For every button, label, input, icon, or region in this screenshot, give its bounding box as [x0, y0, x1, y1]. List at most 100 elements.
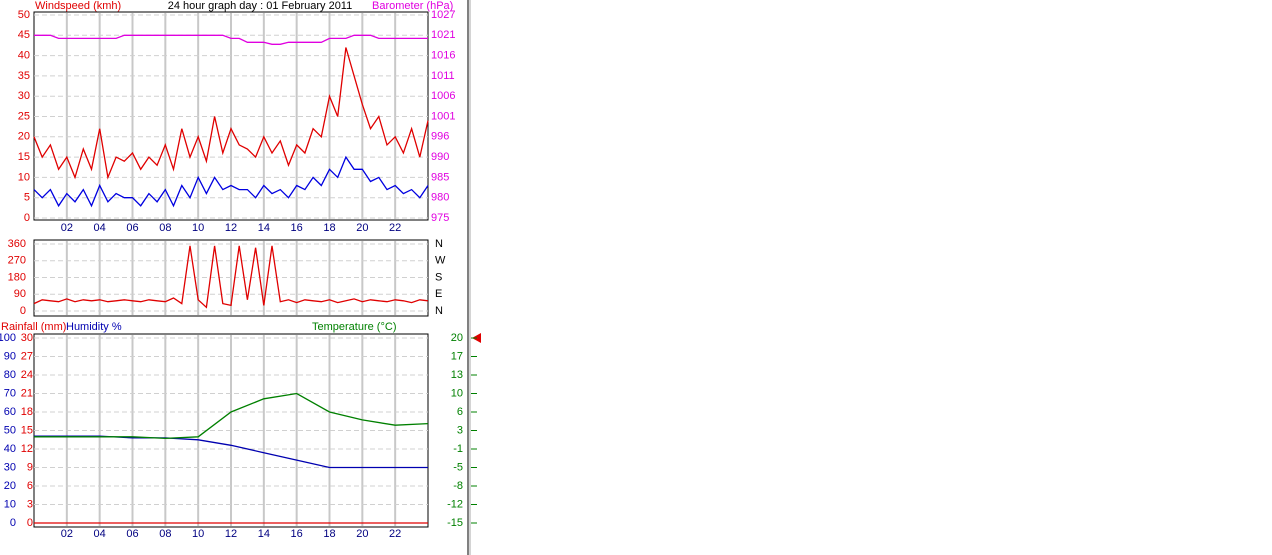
y-tick-label: 0 [27, 517, 33, 529]
y2-tick-label: 980 [431, 192, 449, 204]
series-line [34, 392, 429, 440]
y3-tick-label: 80 [4, 369, 16, 381]
y-tick-label: 90 [14, 288, 26, 300]
y-tick-label: 30 [21, 332, 33, 344]
y-tick-label: 5 [24, 192, 30, 204]
x-tick-label: 22 [389, 528, 401, 540]
x-tick-label: 22 [389, 222, 401, 234]
x-tick-label: 16 [291, 528, 303, 540]
y-tick-label: 9 [27, 461, 33, 473]
y-tick-label: 24 [21, 369, 33, 381]
y2-tick-label: 17 [451, 350, 463, 362]
y-tick-label: 20 [18, 131, 30, 143]
y2-tick-label: S [435, 271, 442, 283]
x-tick-label: 02 [61, 528, 73, 540]
x-tick-label: 06 [126, 222, 138, 234]
y2-tick-label: -1 [453, 443, 463, 455]
x-tick-label: 10 [192, 222, 204, 234]
y2-tick-label: W [435, 255, 446, 267]
y2-tick-label: N [435, 238, 443, 250]
y2-tick-label: -5 [453, 461, 463, 473]
x-tick-label: 16 [291, 222, 303, 234]
y2-tick-label: 996 [431, 131, 449, 143]
y2-tick-label: 10 [451, 387, 463, 399]
x-tick-label: 04 [94, 528, 106, 540]
x-tick-label: 08 [159, 528, 171, 540]
y-tick-label: 180 [8, 271, 26, 283]
x-tick-label: 14 [258, 528, 270, 540]
x-tick-label: 08 [159, 222, 171, 234]
x-tick-label: 20 [356, 222, 368, 234]
y2-tick-label: N [435, 305, 443, 317]
y3-tick-label: 50 [4, 424, 16, 436]
y3-tick-label: 60 [4, 406, 16, 418]
x-tick-label: 12 [225, 222, 237, 234]
series-line [34, 34, 428, 45]
x-tick-label: 20 [356, 528, 368, 540]
x-tick-label: 04 [94, 222, 106, 234]
y2-tick-label: 1001 [431, 110, 455, 122]
y-tick-label: 45 [18, 29, 30, 41]
x-tick-label: 18 [323, 222, 335, 234]
y-tick-label: 0 [24, 212, 30, 224]
y-tick-label: 25 [18, 110, 30, 122]
y-tick-label: 10 [18, 171, 30, 183]
y3-tick-label: 40 [4, 443, 16, 455]
series-line [33, 155, 429, 208]
y-tick-label: 15 [18, 151, 30, 163]
y2-tick-label: -15 [447, 517, 463, 529]
x-tick-label: 06 [126, 528, 138, 540]
y-tick-label: 270 [8, 255, 26, 267]
y-tick-label: 18 [21, 406, 33, 418]
y2-tick-label: 1006 [431, 90, 455, 102]
axis-title: Temperature (°C) [312, 321, 396, 333]
y-tick-label: 3 [27, 498, 33, 510]
y2-tick-label: 3 [457, 424, 463, 436]
y-tick-label: 0 [20, 305, 26, 317]
y2-tick-label: 20 [451, 332, 463, 344]
y2-tick-label: 1011 [431, 70, 455, 82]
x-tick-label: 12 [225, 528, 237, 540]
axis-title: Windspeed (kmh) [35, 0, 121, 12]
y3-tick-label: 90 [4, 350, 16, 362]
x-tick-label: 14 [258, 222, 270, 234]
y2-tick-label: 985 [431, 171, 449, 183]
y3-tick-label: 30 [4, 461, 16, 473]
y-tick-label: 6 [27, 480, 33, 492]
y-tick-label: 15 [21, 424, 33, 436]
y2-tick-label: 1027 [431, 9, 455, 21]
y2-tick-label: -12 [447, 498, 463, 510]
y-tick-label: 30 [18, 90, 30, 102]
series-line [33, 245, 429, 309]
y-tick-label: 40 [18, 50, 30, 62]
x-tick-label: 10 [192, 528, 204, 540]
y-tick-label: 50 [18, 9, 30, 21]
y2-tick-label: -8 [453, 480, 463, 492]
x-tick-label: 18 [323, 528, 335, 540]
y2-tick-label: 13 [451, 369, 463, 381]
y-tick-label: 27 [21, 350, 33, 362]
y2-tick-label: 1021 [431, 29, 455, 41]
y3-tick-label: 20 [4, 480, 16, 492]
axis-title: Barometer (hPa) [372, 0, 453, 12]
chart-title: 24 hour graph day : 01 February 2011 [168, 0, 352, 12]
y2-tick-label: 1016 [431, 50, 455, 62]
y2-tick-label: 975 [431, 212, 449, 224]
axis-title: Rainfall (mm) [1, 321, 66, 333]
y3-tick-label: 70 [4, 387, 16, 399]
series-line [33, 47, 429, 180]
x-tick-label: 02 [61, 222, 73, 234]
y2-tick-label: 990 [431, 151, 449, 163]
y2-tick-label: 6 [457, 406, 463, 418]
y3-tick-label: 10 [4, 498, 16, 510]
y-tick-label: 12 [21, 443, 33, 455]
series-line [34, 435, 428, 469]
y3-tick-label: 0 [10, 517, 16, 529]
y2-tick-label: E [435, 288, 442, 300]
axis-title: Humidity % [66, 321, 122, 333]
y3-tick-label: 100 [0, 332, 16, 344]
y-tick-label: 360 [8, 238, 26, 250]
y-tick-label: 21 [21, 387, 33, 399]
